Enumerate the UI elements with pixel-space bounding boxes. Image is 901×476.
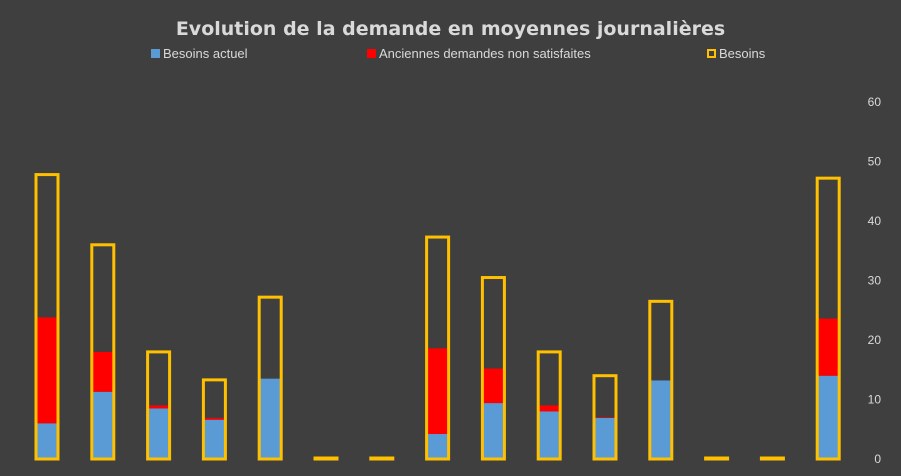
bar-besoins-actuel (594, 417, 616, 459)
legend-label-anciennes-demandes: Anciennes demandes non satisfaites (379, 46, 591, 61)
bar-besoins-outline (257, 295, 283, 461)
bar-anciennes-demandes (594, 417, 616, 418)
bar-besoins-actuel (426, 434, 449, 459)
bar-besoins-actuel (482, 403, 505, 459)
legend-swatch-anciennes-demandes (367, 49, 376, 58)
bar-anciennes-demandes (91, 351, 114, 392)
bar-besoins-outline (201, 378, 227, 461)
chart-legend: Besoins actuel Anciennes demandes non sa… (0, 46, 901, 64)
bar-besoins-outline (313, 456, 339, 461)
legend-swatch-besoins (707, 49, 716, 58)
legend-item-anciennes-demandes: Anciennes demandes non satisfaites (367, 46, 591, 61)
y-tick-label: 20 (868, 333, 882, 347)
bar-besoins-actuel (36, 423, 58, 459)
bar-besoins-actuel (203, 419, 226, 459)
bar-besoins-outline (704, 456, 730, 461)
bar-anciennes-demandes (482, 368, 505, 404)
bar-besoins-actuel (147, 408, 170, 459)
legend-label-besoins-actuel: Besoins actuel (163, 46, 248, 61)
bar-anciennes-demandes (817, 318, 840, 376)
bar-anciennes-demandes (203, 417, 226, 420)
bar-anciennes-demandes (426, 348, 449, 435)
y-tick-label: 0 (874, 452, 881, 466)
bar-besoins-actuel (91, 391, 114, 459)
legend-item-besoins-actuel: Besoins actuel (151, 46, 248, 61)
bar-besoins-actuel (817, 375, 840, 459)
y-tick-label: 10 (868, 393, 882, 407)
y-tick-label: 60 (868, 95, 882, 109)
bar-besoins-outline (90, 243, 116, 461)
bar-anciennes-demandes (538, 405, 561, 412)
bar-besoins-outline (759, 456, 785, 461)
bar-besoins-actuel (259, 378, 282, 459)
bar-anciennes-demandes (147, 405, 170, 409)
bar-besoins-outline (34, 173, 60, 461)
bar-besoins-outline (536, 350, 562, 461)
bar-anciennes-demandes (36, 317, 58, 424)
bar-besoins-outline (480, 276, 506, 461)
bar-besoins-outline (592, 374, 618, 461)
legend-label-besoins: Besoins (719, 46, 766, 61)
bar-besoins-outline (425, 235, 451, 461)
bar-besoins-actuel (538, 411, 561, 459)
bar-besoins-outline (648, 299, 674, 461)
chart-title: Evolution de la demande en moyennes jour… (175, 18, 726, 40)
legend-swatch-besoins-actuel (151, 49, 160, 58)
bar-besoins-actuel (649, 380, 672, 459)
bar-besoins-outline (815, 176, 841, 461)
y-tick-label: 40 (868, 214, 882, 228)
y-tick-label: 30 (868, 274, 882, 288)
y-tick-label: 50 (868, 155, 882, 169)
bar-besoins-outline (146, 350, 172, 461)
legend-item-besoins: Besoins (707, 46, 765, 61)
bar-besoins-outline (369, 456, 395, 461)
